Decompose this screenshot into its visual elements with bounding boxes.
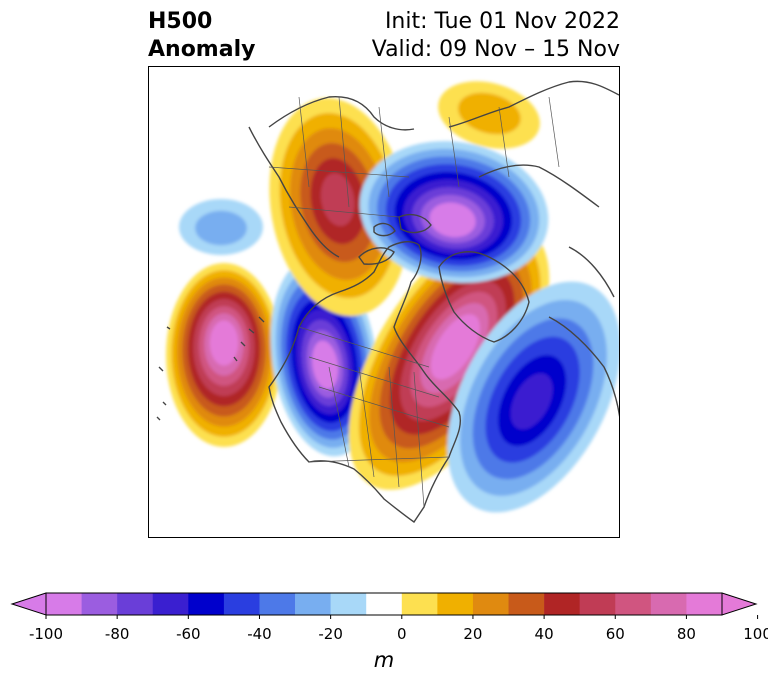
colorbar-cell: [223, 593, 260, 615]
colorbar-tick-label: -80: [104, 625, 130, 643]
colorbar: [10, 592, 759, 619]
anomaly-arctic-low: [359, 141, 549, 283]
contour-band: [438, 210, 467, 232]
colorbar-cell: [152, 593, 189, 615]
anomaly-siberian-ridge: [269, 98, 409, 316]
colorbar-tick-label: -20: [318, 625, 343, 643]
colorbar-cell: [472, 593, 509, 615]
colorbar-cell: [401, 593, 438, 615]
colorbar-tick-label: 40: [534, 625, 554, 643]
colorbar-tick-label: 20: [463, 625, 483, 643]
title-variable: H500: [148, 9, 213, 34]
colorbar-over-arrow: [721, 592, 758, 616]
political-borders: [268, 96, 560, 508]
title-left: H500 Anomaly: [148, 8, 255, 64]
colorbar-cell: [81, 593, 118, 615]
colorbar-cell: [46, 593, 82, 615]
colorbar-tick-label: 60: [605, 625, 625, 643]
contour-band: [510, 373, 553, 430]
map-panel: [148, 66, 620, 538]
colorbar-tick-label: 80: [676, 625, 696, 643]
colorbar-cell: [437, 593, 474, 615]
colorbar-cell: [295, 593, 331, 615]
colorbar-cell: [508, 593, 545, 615]
colorbar-cell: [188, 593, 225, 615]
contour-band: [441, 325, 472, 366]
anomaly-atlantic-trough: [447, 281, 619, 513]
anomaly-map: [156, 80, 619, 523]
colorbar-cell: [579, 593, 616, 615]
colorbar-outline: [45, 592, 723, 616]
contour-band: [215, 327, 233, 356]
title-right: Init: Tue 01 Nov 2022 Valid: 09 Nov – 15…: [372, 8, 620, 64]
colorbar-cell: [686, 593, 723, 615]
colorbar-tick-label: -40: [247, 625, 272, 643]
valid-range: Valid: 09 Nov – 15 Nov: [371, 37, 620, 62]
colorbar-cell: [544, 593, 580, 615]
colorbar-cell: [117, 593, 154, 615]
colorbar-unit-label: m: [373, 648, 395, 672]
anomaly-eastern-ridge: [348, 224, 550, 490]
colorbar-cell: [650, 593, 687, 615]
colorbar-tick-label: 100: [743, 625, 768, 643]
title-subtitle: Anomaly: [148, 37, 256, 62]
colorbar-cell: [615, 593, 652, 615]
colorbar-cell: [330, 593, 367, 615]
anomaly-aleutian-ridge: [166, 263, 282, 447]
colorbar-cell: [366, 593, 403, 615]
contour-band: [317, 350, 334, 381]
init-date: Init: Tue 01 Nov 2022: [384, 9, 620, 34]
colorbar-tick-label: -100: [28, 625, 64, 643]
coastlines: [156, 80, 619, 523]
colorbar-tick-label: -60: [176, 625, 201, 643]
contour-band: [195, 210, 247, 246]
colorbar-under-arrow: [10, 592, 47, 616]
colorbar-cell: [259, 593, 296, 615]
anomaly-pacific-weak-low: [179, 199, 263, 255]
contour-band: [320, 173, 355, 227]
colorbar-tick-label: 0: [397, 625, 407, 643]
